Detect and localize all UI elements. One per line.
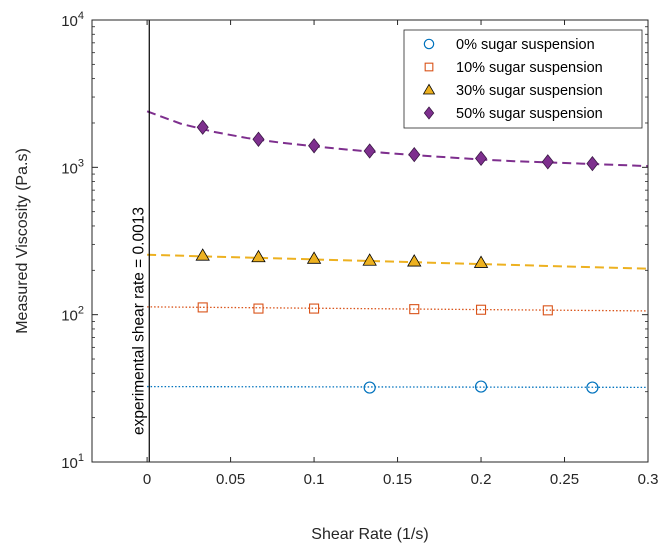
x-tick-label: 0.05 (216, 471, 245, 488)
x-tick-label: 0.2 (471, 471, 492, 488)
legend-label: 10% sugar suspension (456, 60, 603, 76)
data-point-series-4 (363, 143, 376, 159)
data-point-series-4 (408, 146, 421, 163)
x-tick-label: 0 (143, 471, 151, 488)
y-tick-label: 103 (61, 157, 84, 177)
x-axis-ticks: 0 0.05 0.1 0.15 0.2 0.25 0.3 (143, 20, 659, 488)
y-tick-label: 102 (61, 305, 84, 325)
fit-line-series-4 (146, 110, 649, 168)
data-point-series-3 (407, 254, 422, 267)
x-tick-label: 0.3 (638, 471, 659, 488)
data-point-series-4 (475, 150, 488, 167)
legend-marker-series-2 (424, 62, 434, 72)
data-point-series-2 (475, 304, 487, 315)
x-tick-label: 0.1 (304, 471, 325, 488)
y-axis-label: Measured Viscosity (Pa.s) (14, 148, 31, 334)
data-point-series-3 (362, 253, 377, 266)
plot-frame (91, 19, 649, 463)
data-point-series-2 (253, 303, 264, 314)
data-point-series-4 (541, 154, 554, 170)
data-point-series-1 (474, 380, 488, 393)
data-point-series-1 (586, 381, 599, 394)
x-tick-label: 0.15 (383, 471, 412, 488)
experimental-shear-rate-label: experimental shear rate = 0.0013 (130, 207, 147, 435)
legend-label: 0% sugar suspension (456, 37, 595, 53)
legend-box (403, 29, 643, 129)
y-axis-ticks: 101 102 103 104 (61, 10, 648, 472)
legend-label: 50% sugar suspension (456, 106, 603, 122)
data-point-series-3 (473, 255, 489, 268)
data-point-series-3 (195, 248, 210, 261)
data-point-series-3 (306, 251, 322, 264)
legend-marker-series-3 (422, 83, 436, 95)
fit-line-series-2 (147, 306, 649, 312)
data-point-series-1 (363, 381, 376, 394)
data-point-series-2 (197, 302, 208, 313)
x-tick-label: 0.25 (550, 471, 579, 488)
y-tick-label: 104 (61, 10, 84, 30)
y-tick-label: 101 (61, 452, 84, 472)
data-point-series-3 (251, 249, 266, 263)
data-point-series-4 (196, 119, 209, 135)
data-point-series-2 (309, 303, 320, 314)
data-markers (195, 119, 599, 394)
legend-label: 30% sugar suspension (456, 83, 603, 99)
data-point-series-2 (409, 304, 420, 315)
data-point-series-2 (542, 305, 553, 316)
legend-marker-series-1 (423, 38, 435, 50)
data-point-series-4 (252, 131, 265, 147)
data-point-series-4 (586, 155, 599, 172)
fit-lines (146, 110, 649, 389)
fit-line-series-1 (147, 385, 649, 389)
legend: 0% sugar suspension 10% sugar suspension 3… (403, 29, 643, 129)
data-point-series-4 (308, 138, 321, 154)
legend-marker-series-4 (423, 106, 435, 120)
x-axis-label: Shear Rate (1/s) (311, 526, 428, 543)
